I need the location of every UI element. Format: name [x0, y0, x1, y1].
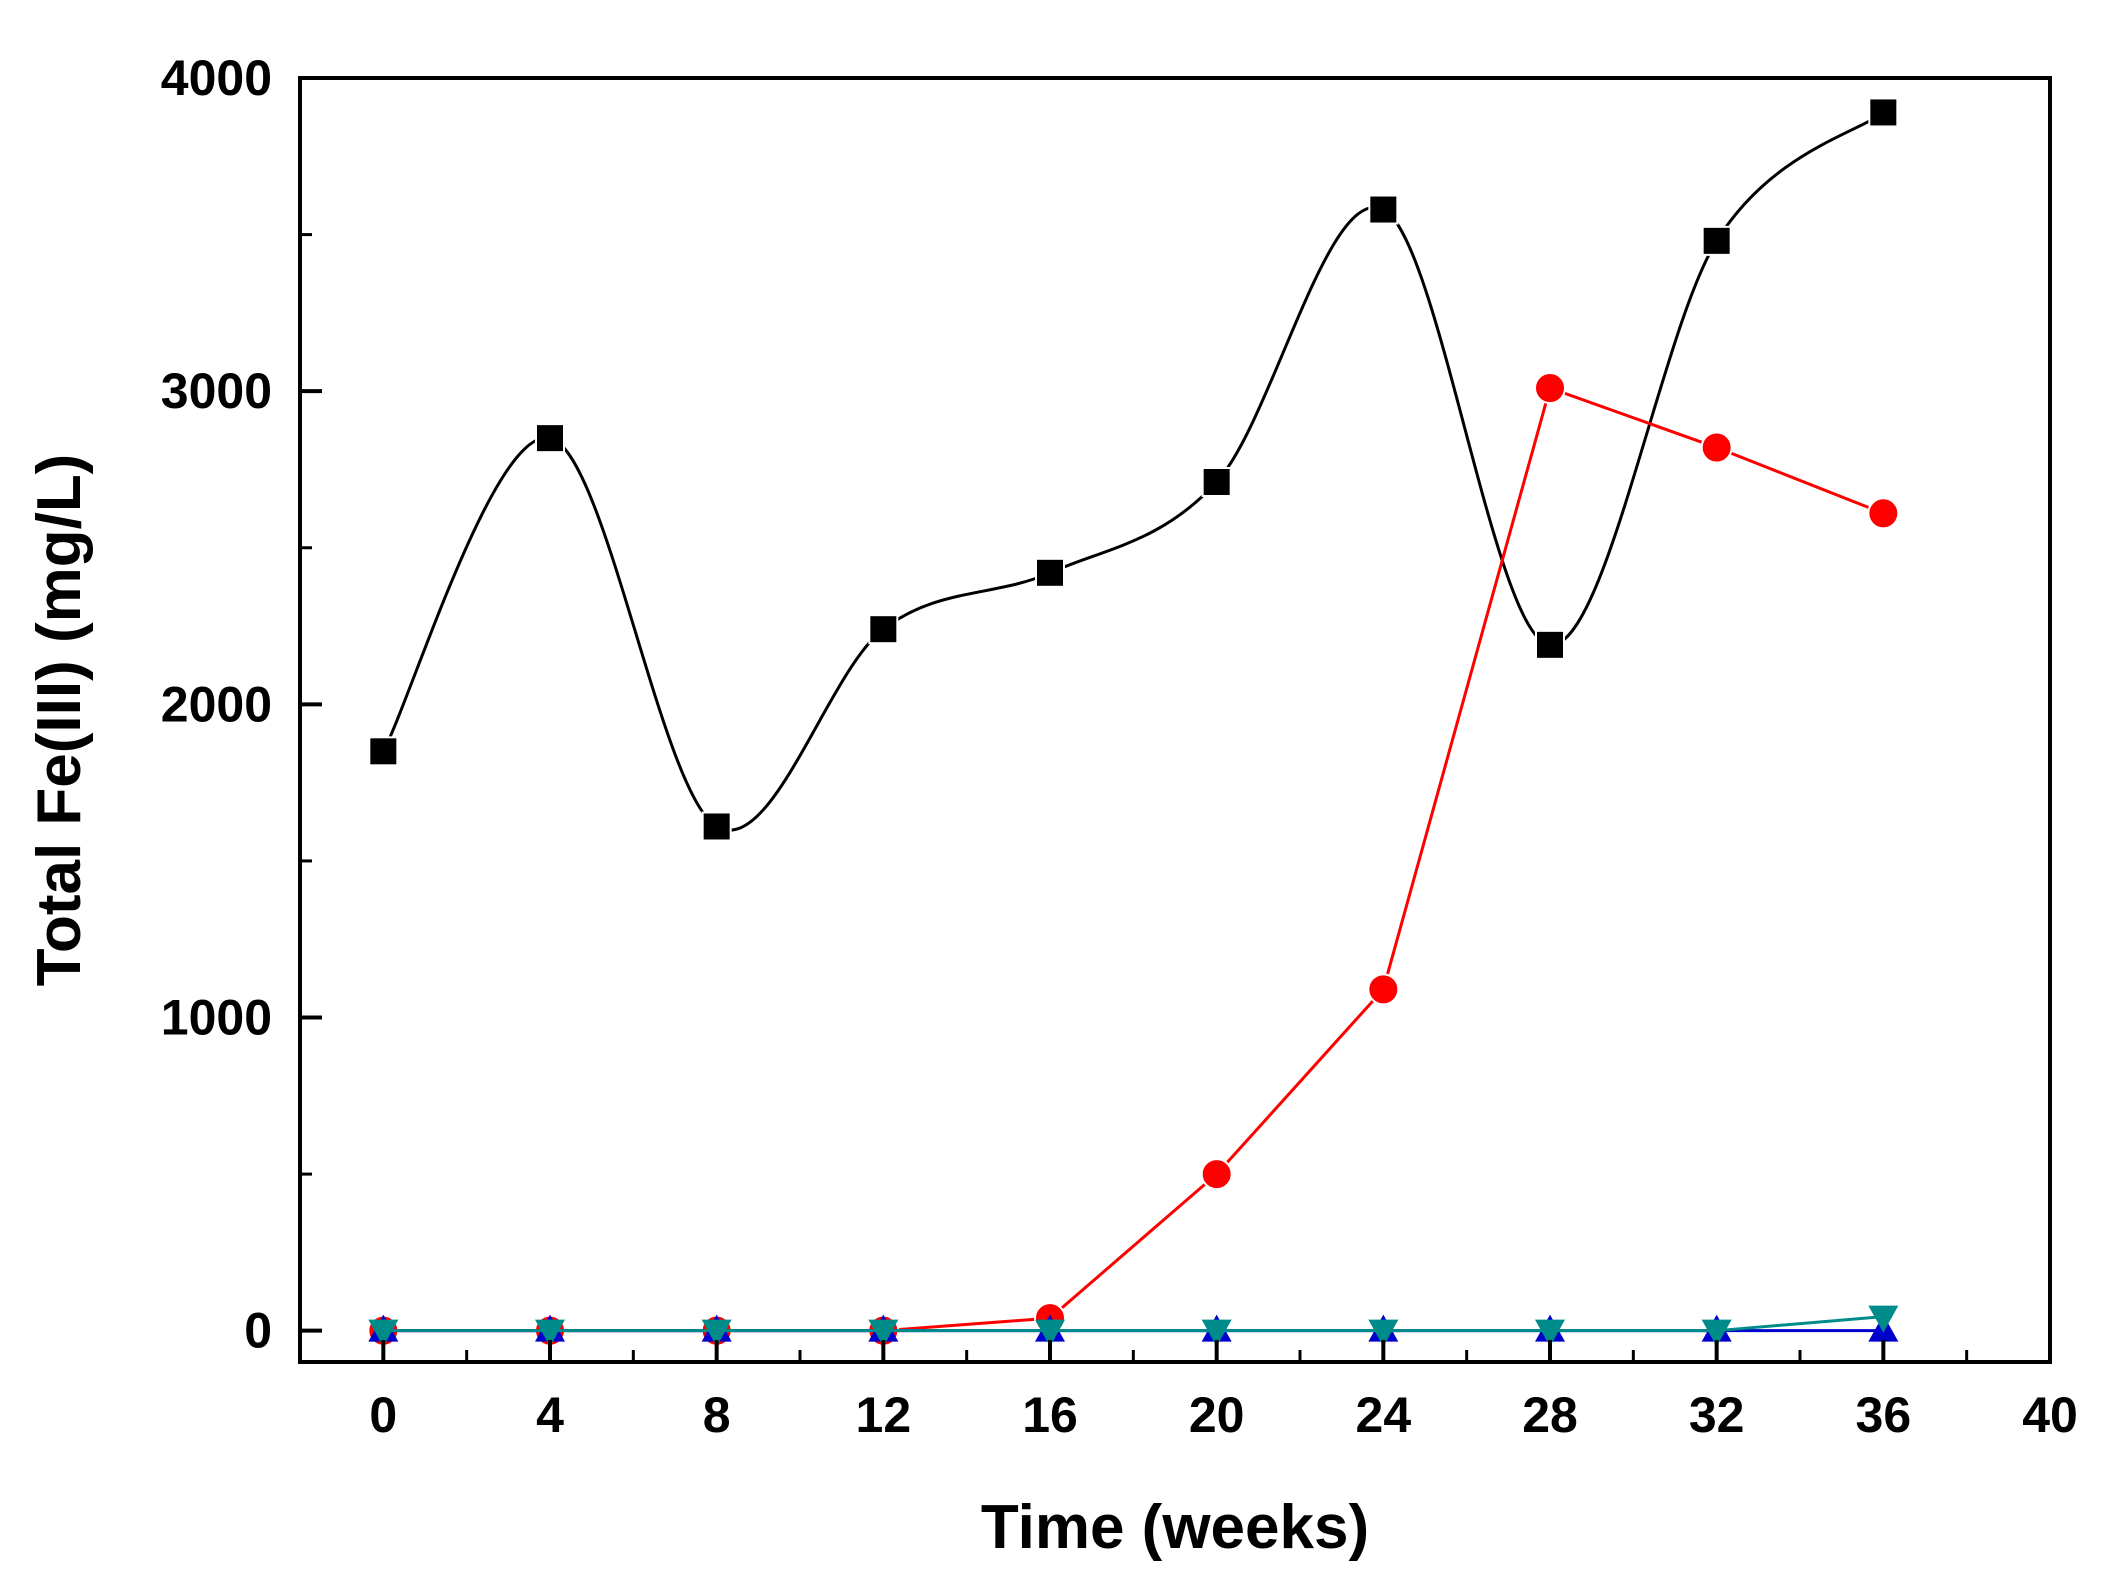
plot-frame [298, 76, 2052, 1364]
series-4-point [1868, 1305, 1899, 1333]
series-4-point [535, 1319, 565, 1347]
series-2-line [383, 386, 1884, 1333]
y-tick-label: 3000 [161, 363, 272, 419]
series-4-point [1035, 1319, 1065, 1347]
axes-layer: 0 4 8 12 16 20 24 28 32 36 40 0 1000 2000 3000 4000 [161, 50, 2078, 1443]
series-1-point [1868, 97, 1899, 128]
series-2-point [1367, 973, 1400, 1006]
series-2-point [1534, 372, 1566, 405]
series-4-point [1368, 1319, 1399, 1347]
series-layer [367, 97, 1900, 1347]
series-1-point [368, 736, 399, 767]
series-1-point [868, 614, 899, 645]
series-1-point [1701, 225, 1732, 256]
x-axis-title: Time (weeks) [981, 1493, 1369, 1562]
y-axis-title: Total Fe(III) (mg/L) [25, 454, 94, 987]
x-tick-label: 32 [1689, 1387, 1745, 1443]
series-1-point [535, 423, 565, 454]
x-tick-label: 8 [703, 1387, 731, 1443]
x-tick-label: 0 [369, 1387, 397, 1443]
series-2-point [1700, 431, 1733, 464]
series-4-point [701, 1319, 732, 1347]
series-3 [368, 1314, 1899, 1342]
y-tick-label: 0 [244, 1303, 272, 1359]
series-1-point [701, 811, 732, 842]
series-4 [368, 1305, 1899, 1347]
x-tick-label: 20 [1189, 1387, 1245, 1443]
series-4-point [1201, 1319, 1232, 1347]
series-4-point [368, 1319, 399, 1347]
series-1-point [1035, 557, 1065, 588]
x-tick-label: 28 [1522, 1387, 1578, 1443]
x-tick-label: 36 [1856, 1387, 1912, 1443]
series-4-point [868, 1319, 899, 1347]
series-1-point [1535, 629, 1565, 660]
y-tick-label: 2000 [161, 676, 272, 732]
y-tick-label: 1000 [161, 990, 272, 1046]
x-tick-label: 12 [856, 1387, 912, 1443]
x-tick-label: 40 [2022, 1387, 2078, 1443]
x-tick-label: 16 [1022, 1387, 1078, 1443]
series-2-point [1867, 497, 1900, 530]
series-1-point [1201, 466, 1232, 497]
x-tick-label: 4 [536, 1387, 564, 1443]
series-4-point [1535, 1319, 1565, 1347]
x-tick-label: 24 [1356, 1387, 1412, 1443]
series-1-point [1368, 194, 1399, 225]
series-2-point [1200, 1158, 1233, 1191]
series-1-line [382, 111, 1885, 832]
series-1 [368, 97, 1899, 842]
y-tick-label: 4000 [161, 50, 272, 106]
series-4-point [1701, 1319, 1732, 1347]
series-4-line [383, 1315, 1884, 1333]
